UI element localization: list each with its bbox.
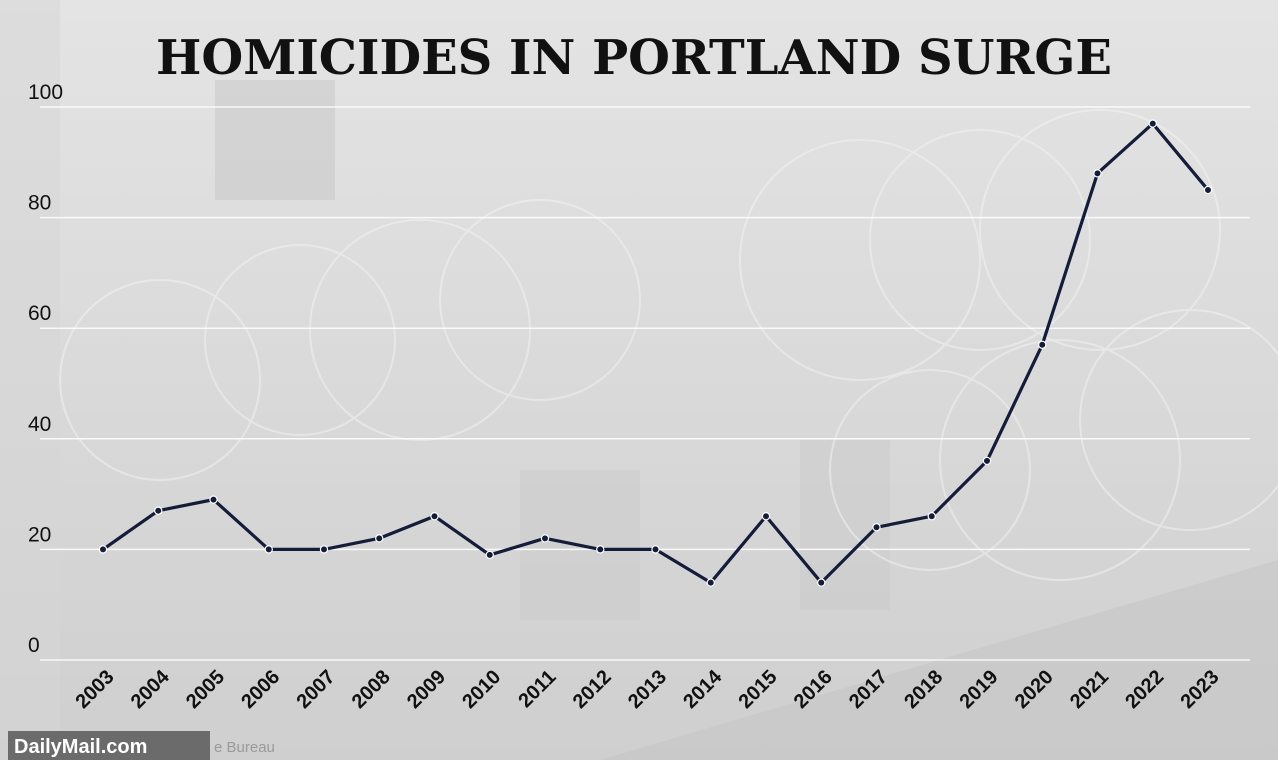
x-axis-ticks: 2003 2004 2005 2006 2007 2008 2009 2010 2011 2012… (72, 665, 1224, 713)
data-point-2021 (1093, 169, 1102, 178)
source-badge (8, 731, 210, 760)
data-point-2008 (375, 534, 384, 543)
data-point-2004 (154, 506, 163, 515)
data-point-2014 (706, 578, 715, 587)
gridlines (40, 106, 1250, 661)
x-tick-label: 2011 (514, 666, 560, 712)
x-tick-label: 2006 (237, 666, 284, 713)
x-tick-label: 2009 (403, 666, 450, 713)
x-tick-label: 2008 (348, 666, 395, 713)
data-point-2018 (927, 512, 936, 521)
x-tick-label: 2003 (72, 666, 119, 713)
x-tick-label: 2022 (1121, 666, 1168, 713)
x-tick-label: 2018 (900, 666, 947, 713)
x-tick-label: 2017 (845, 666, 892, 713)
data-point-2005 (209, 495, 218, 504)
data-point-2015 (761, 512, 771, 521)
x-tick-label: 2020 (1011, 666, 1058, 713)
source-credit-text: e Bureau (214, 739, 275, 756)
data-point-2012 (596, 545, 605, 554)
data-point-2023 (1203, 185, 1213, 195)
data-point-2016 (817, 578, 826, 587)
y-tick-label: 20 (28, 523, 51, 546)
x-tick-label: 2014 (679, 665, 727, 713)
data-point-2022 (1148, 119, 1157, 128)
y-tick-label: 0 (28, 634, 40, 657)
series-homicides (98, 119, 1213, 587)
source-credit: DailyMail.com e Bureau (8, 731, 275, 760)
x-tick-label: 2010 (458, 666, 505, 713)
source-brand: DailyMail.com (14, 736, 147, 758)
chart-title: HOMICIDES IN PORTLAND SURGE (156, 30, 1112, 86)
data-point-2009 (430, 512, 439, 521)
data-point-2013 (651, 545, 660, 554)
x-tick-label: 2007 (293, 666, 340, 713)
y-tick-label: 100 (28, 81, 63, 104)
data-point-2019 (982, 456, 992, 466)
data-point-2020 (1038, 340, 1047, 349)
data-point-2007 (319, 545, 329, 554)
data-point-2011 (540, 534, 550, 543)
x-tick-label: 2013 (624, 666, 671, 713)
data-point-2006 (264, 545, 273, 554)
data-point-2003 (98, 545, 108, 554)
x-tick-label: 2023 (1177, 666, 1224, 713)
x-tick-label: 2016 (790, 666, 837, 713)
x-tick-label: 2019 (956, 666, 1003, 713)
data-point-2017 (872, 523, 881, 532)
y-tick-label: 80 (28, 192, 51, 215)
y-axis-ticks: 0 20 40 60 80 100 (28, 81, 63, 657)
x-tick-label: 2021 (1066, 666, 1113, 713)
series-line (102, 121, 1210, 585)
x-tick-label: 2012 (569, 666, 616, 713)
x-tick-label: 2005 (182, 666, 229, 713)
data-point-2010 (485, 550, 494, 560)
x-tick-label: 2004 (127, 665, 175, 713)
y-tick-label: 60 (28, 302, 51, 325)
x-tick-label: 2015 (735, 666, 782, 713)
y-tick-label: 40 (28, 413, 51, 436)
